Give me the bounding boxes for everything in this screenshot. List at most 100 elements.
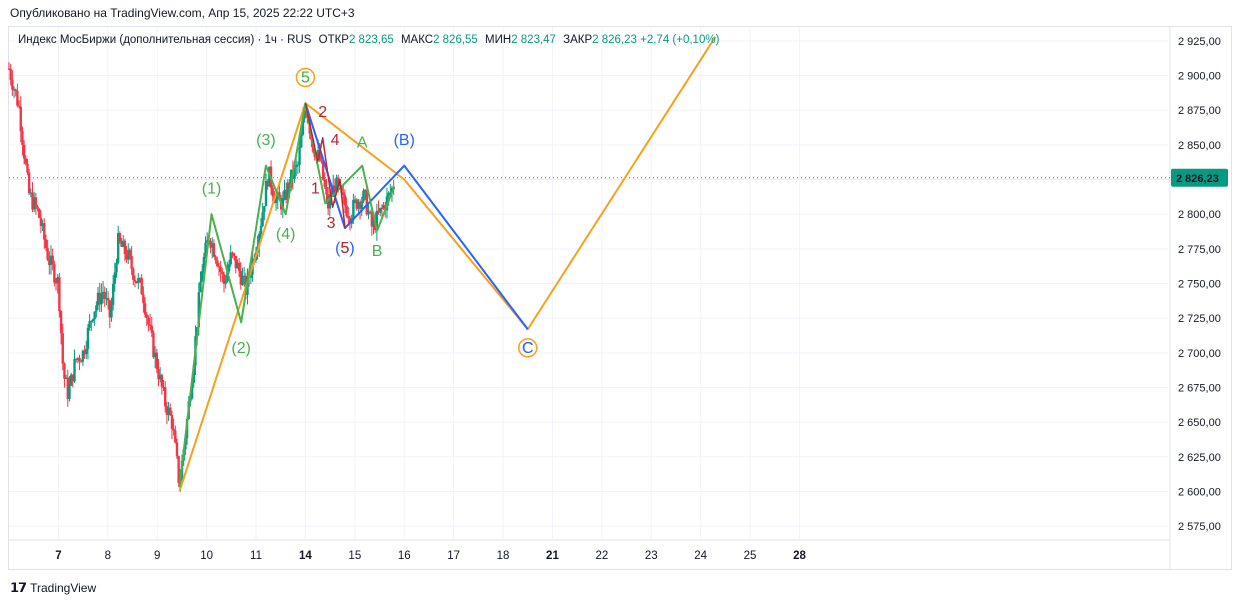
candle-body bbox=[111, 283, 115, 305]
candle-body bbox=[56, 277, 59, 284]
candle-body bbox=[81, 350, 85, 362]
candle-body bbox=[221, 272, 224, 275]
candle-body bbox=[85, 349, 88, 355]
candle-body bbox=[363, 189, 367, 191]
candle-body bbox=[367, 211, 370, 215]
candle-body bbox=[59, 311, 63, 334]
candle-body bbox=[358, 201, 362, 209]
candle-body bbox=[32, 197, 36, 210]
candle-body bbox=[242, 275, 246, 277]
candle-body bbox=[239, 270, 243, 285]
candle-body bbox=[22, 144, 26, 159]
candle-body bbox=[211, 243, 214, 248]
candle-body bbox=[197, 292, 201, 328]
candle-body bbox=[128, 249, 132, 257]
wave-label: (2) bbox=[231, 340, 251, 357]
low-label: МИН bbox=[485, 34, 512, 46]
candle-body bbox=[63, 363, 66, 379]
candle-body bbox=[12, 89, 16, 91]
candle-body bbox=[46, 247, 49, 260]
close-label: ЗАКР bbox=[563, 34, 593, 46]
candle-body bbox=[372, 220, 375, 227]
candle-body bbox=[348, 218, 352, 224]
candle-body bbox=[98, 292, 101, 305]
y-tick-label: 2 800,00 bbox=[1178, 209, 1221, 221]
candle-body bbox=[147, 317, 150, 325]
chart-frame[interactable] bbox=[8, 26, 1232, 570]
candle-body bbox=[101, 291, 105, 294]
candle-body bbox=[76, 357, 80, 360]
high-value: 2 826,55 bbox=[433, 34, 478, 46]
candle-body bbox=[298, 147, 301, 165]
candle-body bbox=[281, 197, 284, 210]
candle-body bbox=[53, 264, 56, 283]
candle-body bbox=[158, 374, 162, 380]
candle-body bbox=[130, 256, 133, 269]
wave-label-circle bbox=[517, 338, 538, 358]
wave-label: (3) bbox=[256, 132, 276, 149]
candle-body bbox=[145, 314, 148, 318]
candle-body bbox=[160, 374, 164, 387]
x-tick-label: 17 bbox=[447, 550, 460, 562]
candle-body bbox=[142, 294, 145, 304]
y-tick-label: 2 750,00 bbox=[1178, 279, 1221, 291]
candle-body bbox=[29, 192, 33, 194]
candle-body bbox=[14, 89, 17, 91]
symbol-label: Индекс МосБиржи (дополнительная сессия) … bbox=[18, 34, 312, 46]
candle-body bbox=[61, 333, 64, 364]
y-tick-label: 2 775,00 bbox=[1178, 244, 1221, 256]
candle-body bbox=[51, 255, 54, 265]
x-tick-label: 25 bbox=[744, 550, 757, 562]
wave-label: A bbox=[357, 135, 368, 152]
x-tick-label: 16 bbox=[398, 550, 411, 562]
wave-label: C bbox=[522, 340, 534, 357]
candle-body bbox=[316, 150, 320, 153]
candle-body bbox=[162, 386, 165, 388]
candle-body bbox=[345, 205, 348, 216]
wave-orange bbox=[178, 36, 717, 492]
x-tick-label: 23 bbox=[645, 550, 658, 562]
candle-body bbox=[362, 190, 365, 202]
candle-body bbox=[300, 134, 303, 148]
candle-body bbox=[157, 369, 160, 380]
candle-body bbox=[227, 264, 231, 272]
y-tick-label: 2 600,00 bbox=[1178, 486, 1221, 498]
candle-body bbox=[333, 185, 337, 193]
candle-body bbox=[222, 274, 226, 284]
x-tick-label: 15 bbox=[348, 550, 361, 562]
candle-body bbox=[296, 164, 300, 166]
candle-body bbox=[7, 68, 11, 70]
y-tick-label: 2 875,00 bbox=[1178, 105, 1221, 117]
candle-body bbox=[365, 189, 368, 215]
high-label: МАКС bbox=[400, 34, 434, 46]
candle-body bbox=[266, 180, 269, 187]
wave-label: (B) bbox=[394, 132, 415, 149]
wave-label: (1) bbox=[202, 180, 222, 197]
candle-body bbox=[328, 195, 332, 209]
candle-body bbox=[36, 206, 39, 209]
candle-body bbox=[204, 242, 207, 257]
close-value: 2 826,23 bbox=[592, 34, 637, 46]
candle-body bbox=[27, 172, 31, 194]
candle-body bbox=[355, 199, 358, 209]
footer: 𝟭𝟳 TradingView bbox=[10, 580, 96, 596]
candle-body bbox=[375, 210, 379, 231]
candle-body bbox=[24, 158, 27, 164]
candle-body bbox=[347, 215, 350, 219]
tradingview-logo-icon[interactable]: 𝟭𝟳 bbox=[10, 580, 27, 595]
candle-body bbox=[303, 110, 306, 119]
candle-body bbox=[278, 192, 281, 199]
candle-body bbox=[167, 407, 170, 416]
candle-body bbox=[132, 268, 135, 280]
legend: Индекс МосБиржи (дополнительная сессия) … bbox=[18, 34, 719, 46]
candle-body bbox=[237, 262, 241, 271]
y-tick-label: 2 575,00 bbox=[1178, 521, 1221, 533]
candle-body bbox=[382, 205, 385, 209]
candle-body bbox=[116, 233, 120, 263]
candle-body bbox=[137, 278, 140, 283]
candle-body bbox=[214, 256, 217, 261]
candle-body bbox=[380, 207, 384, 209]
x-tick-label: 8 bbox=[105, 550, 111, 562]
brand-name[interactable]: TradingView bbox=[30, 581, 97, 595]
